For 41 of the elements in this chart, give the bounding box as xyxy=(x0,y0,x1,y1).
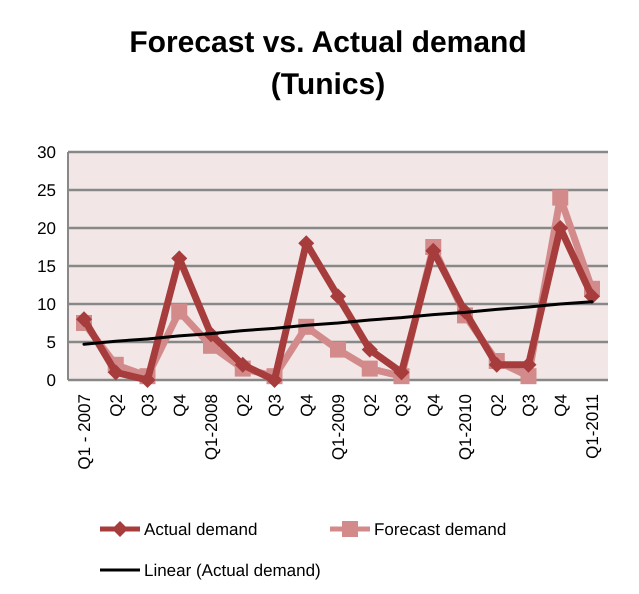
point xyxy=(330,342,346,358)
x-tick-label: Q1-2009 xyxy=(329,394,348,460)
point xyxy=(140,372,156,388)
y-tick-label: 20 xyxy=(37,219,56,238)
x-tick-label: Q2 xyxy=(360,394,380,417)
x-tick-label: Q1 - 2007 xyxy=(75,394,94,470)
legend-label: Linear (Actual demand) xyxy=(144,561,321,580)
x-tick-label: Q3 xyxy=(266,394,284,417)
point xyxy=(362,360,378,377)
x-tick-label: Q4 xyxy=(297,394,316,417)
y-tick-label: 30 xyxy=(37,143,56,162)
x-tick-label: Q3 xyxy=(520,394,538,417)
point xyxy=(584,288,600,304)
point xyxy=(266,372,282,388)
point xyxy=(520,368,536,384)
x-tick-label: Q1-2011 xyxy=(583,394,602,459)
point xyxy=(76,311,92,328)
point xyxy=(330,288,346,304)
legend-label: Actual demand xyxy=(144,520,258,539)
x-tick-label: Q2 xyxy=(234,394,253,417)
legend-label: Forecast demand xyxy=(374,520,506,539)
y-tick-label: 5 xyxy=(46,333,56,352)
y-tick-label: 25 xyxy=(37,181,56,200)
x-tick-label: Q3 xyxy=(138,394,158,417)
x-tick-label: Q4 xyxy=(424,394,444,417)
x-tick-label: Q4 xyxy=(170,394,190,417)
point xyxy=(171,304,188,320)
point xyxy=(552,190,568,206)
y-tick-label: 0 xyxy=(46,371,56,390)
x-tick-label: Q2 xyxy=(106,394,126,417)
x-tick-label: Q2 xyxy=(488,394,507,417)
x-tick-label: Q3 xyxy=(392,394,412,417)
point xyxy=(362,342,378,358)
chart-title: Forecast vs. Actual demand (Tunics) xyxy=(129,26,527,101)
y-tick-label: 10 xyxy=(37,295,56,314)
x-tick-label: Q1-2008 xyxy=(202,394,221,460)
y-tick-label: 15 xyxy=(37,257,56,276)
x-tick-label: Q1-2010 xyxy=(456,394,475,460)
point xyxy=(108,364,124,380)
point xyxy=(234,356,251,373)
x-tick-label: Q4 xyxy=(551,394,570,417)
